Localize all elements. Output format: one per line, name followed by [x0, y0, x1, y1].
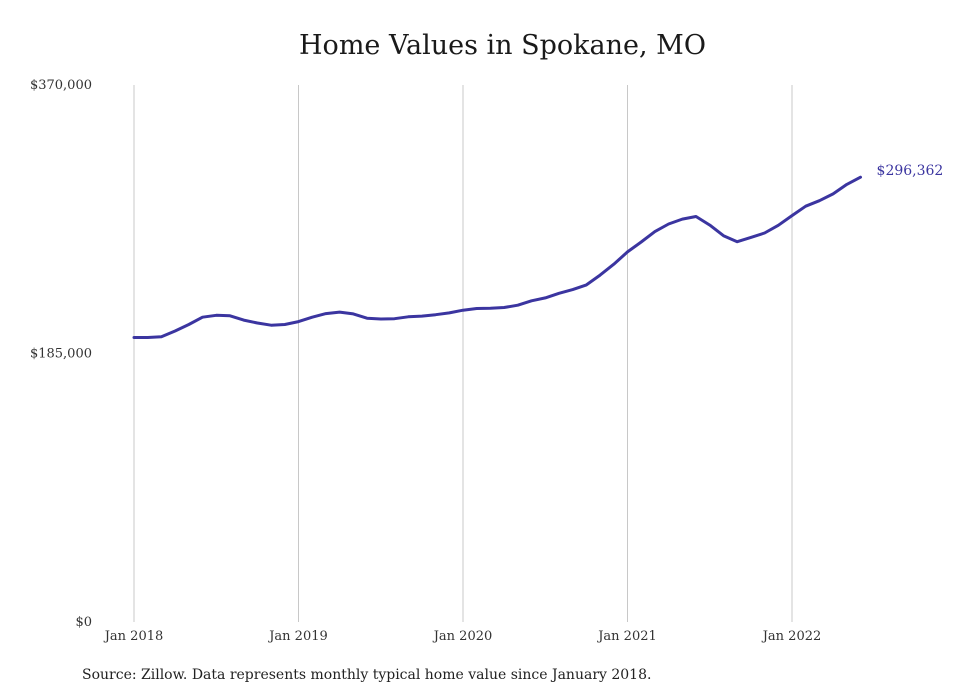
gridlines	[133, 85, 793, 622]
chart-title: Home Values in Spokane, MO	[299, 30, 706, 61]
x-tick-label: Jan 2018	[103, 629, 164, 644]
x-tick-label: Jan 2021	[596, 629, 657, 644]
y-tick-label: $0	[75, 615, 92, 630]
y-tick-label: $185,000	[30, 347, 92, 362]
end-value-label: $296,362	[877, 163, 944, 179]
x-tick-label: Jan 2019	[267, 629, 328, 644]
source-note: Source: Zillow. Data represents monthly …	[82, 667, 652, 683]
x-tick-label: Jan 2020	[432, 629, 493, 644]
series-layer: $296,362	[132, 163, 944, 339]
y-tick-label: $370,000	[30, 78, 92, 93]
y-axis-ticks: $370,000 $185,000 $0	[30, 78, 92, 630]
series-line	[132, 175, 862, 339]
x-axis-ticks: Jan 2018 Jan 2019 Jan 2020 Jan 2021 Jan 2022	[103, 629, 822, 644]
x-tick-label: Jan 2022	[761, 629, 822, 644]
